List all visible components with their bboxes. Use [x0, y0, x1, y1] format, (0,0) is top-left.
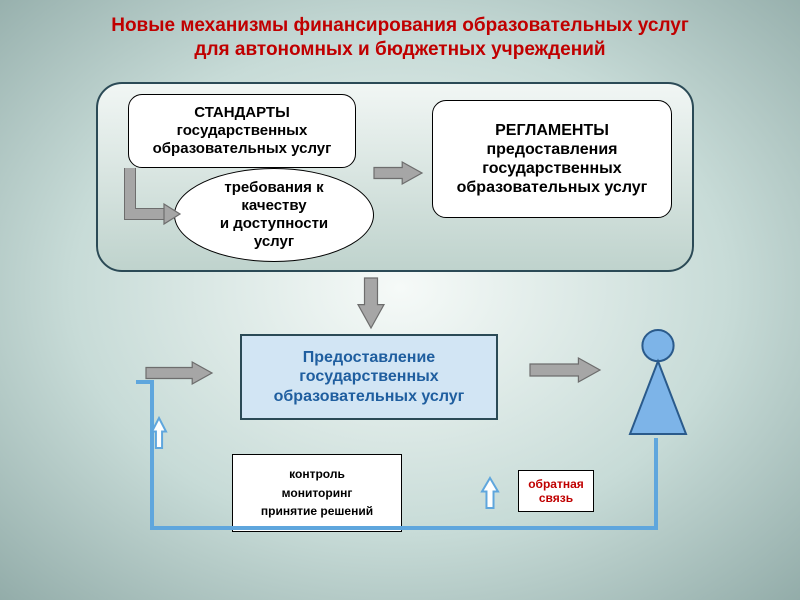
quality-line1: требования к [224, 179, 323, 196]
node-quality: требования к качеству и доступности услу… [174, 168, 374, 262]
quality-line2: качеству [241, 197, 306, 214]
regulations-line2: предоставления [486, 141, 617, 158]
quality-line3: и доступности [220, 215, 328, 232]
provision-line1: Предоставление [303, 349, 435, 366]
regulations-line1: РЕГЛАМЕНТЫ [495, 122, 609, 139]
provision-line2: государственных [299, 368, 438, 385]
control-line2: мониторинг [282, 484, 353, 503]
node-feedback: обратная связь [518, 470, 594, 512]
node-provision: Предоставление государственных образоват… [240, 334, 498, 420]
regulations-line3: государственных [482, 160, 621, 177]
control-line1: контроль [289, 465, 345, 484]
quality-line4: услуг [254, 233, 294, 250]
node-standards: СТАНДАРТЫ государственных образовательны… [128, 94, 356, 168]
standards-line3: образовательных услуг [153, 140, 332, 157]
title-line1: Новые механизмы финансирования образоват… [111, 15, 689, 36]
feedback-line1: обратная [528, 477, 584, 491]
title-line2: для автономных и бюджетных учреждений [194, 39, 605, 60]
provision-line3: образовательных услуг [274, 388, 465, 405]
slide-root: Новые механизмы финансирования образоват… [0, 0, 800, 600]
person-icon [628, 328, 688, 438]
standards-line2: государственных [177, 122, 308, 139]
feedback-line2: связь [539, 491, 573, 505]
node-control: контроль мониторинг принятие решений [232, 454, 402, 532]
slide-title: Новые механизмы финансирования образоват… [0, 14, 800, 62]
regulations-line4: образовательных услуг [457, 179, 648, 196]
control-line3: принятие решений [261, 502, 373, 521]
node-regulations: РЕГЛАМЕНТЫ предоставления государственны… [432, 100, 672, 218]
standards-line1: СТАНДАРТЫ [194, 104, 290, 121]
